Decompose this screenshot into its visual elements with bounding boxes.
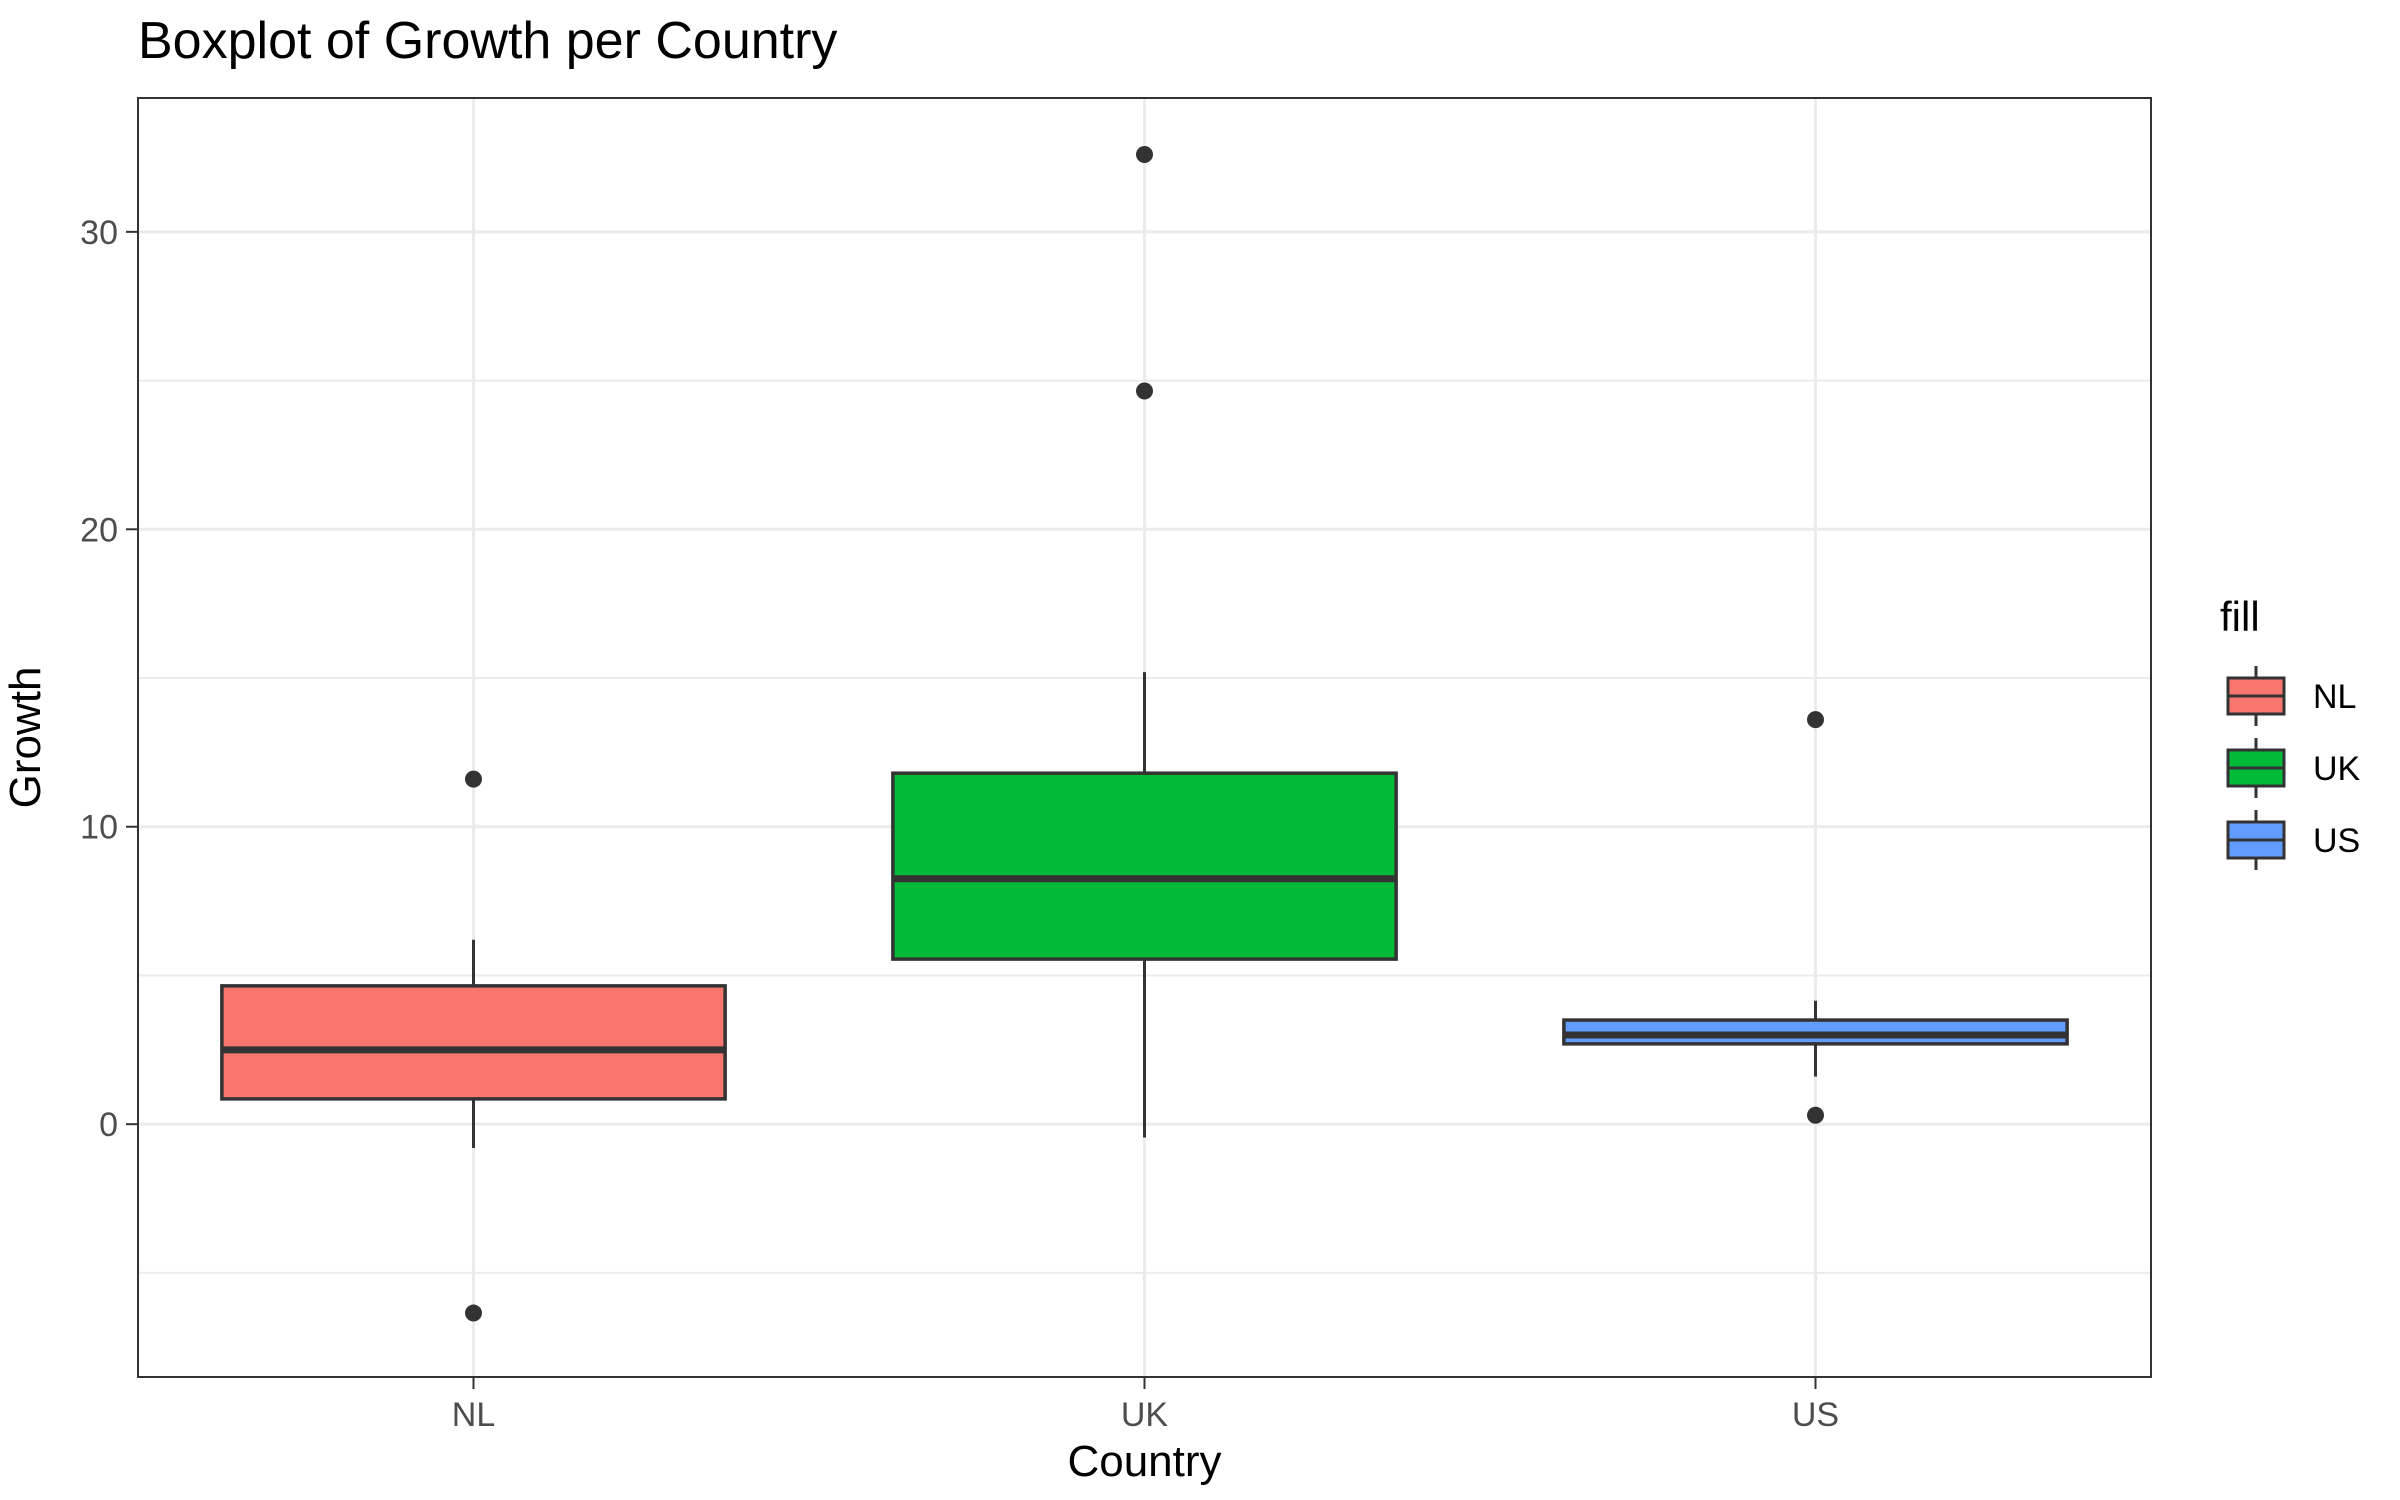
x-tick-label: UK bbox=[1121, 1396, 1169, 1434]
legend-item-UK: UK bbox=[2226, 738, 2361, 798]
x-tick-label: NL bbox=[452, 1396, 495, 1434]
y-tick-label: 30 bbox=[80, 214, 118, 252]
legend-label: US bbox=[2313, 822, 2360, 860]
legend-item-NL: NL bbox=[2226, 666, 2356, 726]
x-tick-label: US bbox=[1792, 1396, 1839, 1434]
box-UK bbox=[891, 771, 1398, 961]
plot-layer bbox=[220, 146, 2069, 1322]
y-tick-label: 10 bbox=[80, 809, 118, 847]
legend-label: UK bbox=[2313, 750, 2361, 788]
box-NL bbox=[220, 984, 727, 1101]
outlier-point bbox=[1136, 146, 1153, 164]
outlier-point bbox=[465, 770, 482, 788]
plot-panel-border bbox=[137, 97, 2152, 1378]
y-axis-title: Growth bbox=[1, 667, 50, 809]
y-tick-label: 0 bbox=[99, 1106, 118, 1144]
outlier-point bbox=[465, 1304, 482, 1322]
outlier-point bbox=[1807, 1106, 1824, 1124]
outlier-point bbox=[1136, 382, 1153, 400]
axis-layer: 0 10 20 30 NL UK US bbox=[80, 214, 1839, 1434]
chart-title: Boxplot of Growth per Country bbox=[138, 12, 837, 70]
legend: fill NL UK US bbox=[2220, 593, 2361, 870]
legend-item-US: US bbox=[2226, 810, 2360, 870]
outlier-point bbox=[1807, 711, 1824, 729]
legend-label: NL bbox=[2313, 678, 2356, 716]
legend-title: fill bbox=[2220, 593, 2260, 640]
x-axis-title: Country bbox=[1067, 1437, 1221, 1486]
y-tick-label: 20 bbox=[80, 511, 118, 549]
